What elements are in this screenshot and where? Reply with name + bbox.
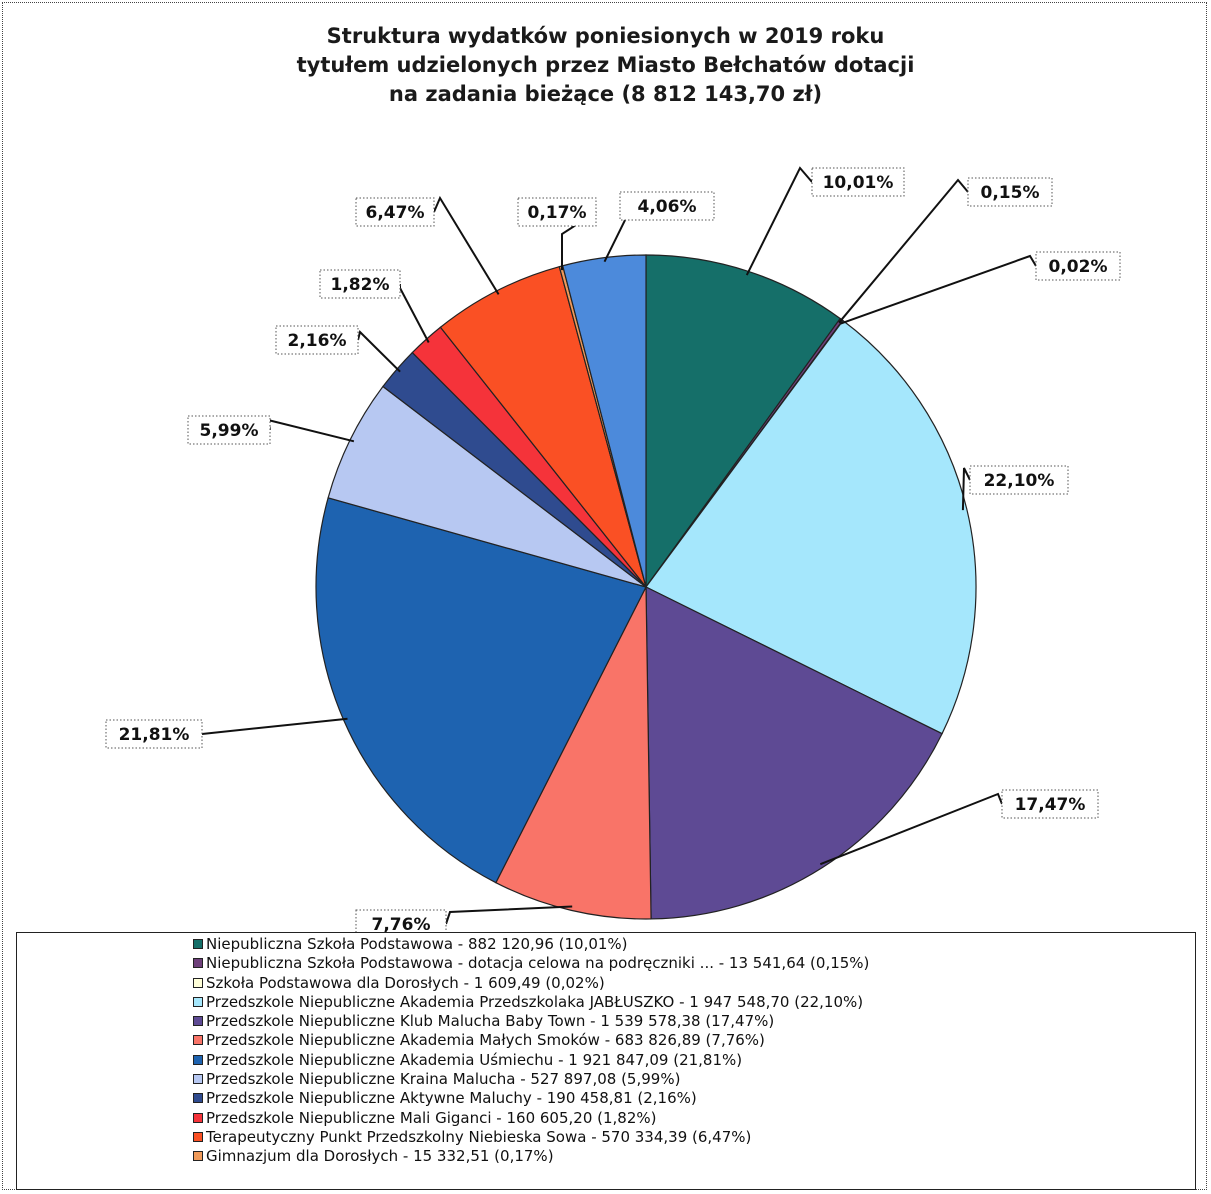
- legend-swatch: [193, 1093, 203, 1104]
- legend-swatch: [193, 1016, 203, 1027]
- legend-swatch: [193, 1131, 203, 1142]
- legend-item: Terapeutyczny Punkt Przedszkolny Niebies…: [193, 1128, 869, 1147]
- legend-swatch: [193, 996, 203, 1007]
- legend-item: Przedszkole Niepubliczne Aktywne Maluchy…: [193, 1089, 869, 1108]
- leader-line: [819, 792, 1003, 866]
- leader-line: [399, 284, 430, 343]
- legend-label: Szkoła Podstawowa dla Dorosłych - 1 609,…: [206, 973, 605, 992]
- legend-label: Przedszkole Niepubliczne Akademia Małych…: [206, 1031, 765, 1050]
- legend-item: Niepubliczna Szkoła Podstawowa - dotacja…: [193, 954, 869, 973]
- legend-item: Szkoła Podstawowa dla Dorosłych - 1 609,…: [193, 974, 869, 993]
- legend-label: Przedszkole Niepubliczne Kraina Malucha …: [206, 1070, 681, 1089]
- data-label: 22,10%: [984, 471, 1055, 491]
- leader-line: [266, 418, 355, 443]
- data-label-box: [969, 465, 1069, 495]
- data-label-box: [355, 197, 435, 227]
- chart-title-line-1: Struktura wydatków poniesionych w 2019 r…: [326, 24, 885, 48]
- legend-label: Niepubliczna Szkoła Podstawowa - 882 120…: [206, 935, 628, 953]
- legend-label: Niepubliczna Szkoła Podstawowa - dotacja…: [206, 954, 870, 973]
- pie-slices: [315, 254, 977, 920]
- legend: Niepubliczna Szkoła Podstawowa - 882 120…: [16, 932, 1196, 1190]
- legend-item: Gimnazjum dla Dorosłych - 15 332,51 (0,1…: [193, 1147, 869, 1166]
- legend-swatch: [193, 939, 203, 949]
- data-label: 21,81%: [119, 725, 190, 745]
- legend-item: Niepubliczna Szkoła Podstawowa - 882 120…: [193, 935, 869, 954]
- pie-slice: [495, 586, 652, 920]
- leader-line: [961, 467, 971, 511]
- leader-line: [840, 254, 1037, 325]
- data-label: 17,47%: [1015, 795, 1086, 815]
- data-label: 0,17%: [528, 203, 587, 223]
- pie-slice: [645, 319, 977, 735]
- legend-item: Przedszkole Niepubliczne Akademia Uśmiec…: [193, 1051, 869, 1070]
- data-label: 10,01%: [823, 173, 894, 193]
- data-label-box: [811, 167, 905, 197]
- data-label: 5,99%: [200, 421, 259, 441]
- data-label-box: [187, 415, 271, 445]
- leader-line: [838, 178, 969, 324]
- data-label: 0,15%: [981, 183, 1040, 203]
- data-label: 1,82%: [331, 275, 390, 295]
- legend-item: Przedszkole Niepubliczne Mali Giganci - …: [193, 1109, 869, 1128]
- data-label-box: [619, 191, 715, 221]
- pie-slice: [315, 497, 647, 884]
- leader-line: [745, 166, 813, 276]
- legend-label: Terapeutyczny Punkt Przedszkolny Niebies…: [206, 1127, 752, 1146]
- legend-label: Przedszkole Niepubliczne Akademia Uśmiec…: [206, 1050, 743, 1069]
- legend-swatch: [193, 1074, 203, 1085]
- chart-title-line-3: na zadania bieżące (8 812 143,70 zł): [388, 82, 823, 106]
- legend-item: Przedszkole Niepubliczne Klub Malucha Ba…: [193, 1012, 869, 1031]
- data-label-box: [1001, 789, 1099, 819]
- chart-title: Struktura wydatków poniesionych w 2019 r…: [0, 22, 1211, 109]
- legend-swatch: [193, 1035, 203, 1046]
- legend-swatch: [193, 958, 203, 969]
- data-labels: 10,01% 0,15% 0,02% 22,10% 17,47% 7,76% 21,81% 5…: [105, 167, 1121, 939]
- data-label: 4,06%: [638, 197, 697, 217]
- legend-swatch: [193, 977, 203, 988]
- leader-line: [445, 905, 573, 925]
- legend-label: Przedszkole Niepubliczne Aktywne Maluchy…: [206, 1089, 697, 1108]
- data-label-box: [1035, 251, 1121, 281]
- leader-line: [433, 195, 500, 295]
- legend-swatch: [193, 1112, 203, 1123]
- legend-item: Przedszkole Niepubliczne Akademia Małych…: [193, 1031, 869, 1050]
- legend-list: Niepubliczna Szkoła Podstawowa - 882 120…: [193, 935, 869, 1167]
- data-label: 7,76%: [372, 915, 431, 935]
- legend-swatch: [193, 1054, 203, 1065]
- leader-line: [357, 330, 401, 373]
- legend-label: Gimnazjum dla Dorosłych - 15 332,51 (0,1…: [206, 1147, 554, 1166]
- data-label: 2,16%: [288, 331, 347, 351]
- data-label-box: [275, 325, 359, 355]
- data-label-box: [517, 197, 597, 227]
- data-label: 0,02%: [1049, 257, 1108, 277]
- pie-slice: [645, 586, 943, 920]
- legend-label: Przedszkole Niepubliczne Akademia Przeds…: [206, 992, 864, 1011]
- data-label-box: [967, 177, 1053, 207]
- legend-label: Przedszkole Niepubliczne Mali Giganci - …: [206, 1108, 657, 1127]
- legend-item: Przedszkole Niepubliczne Akademia Przeds…: [193, 993, 869, 1012]
- legend-label: Przedszkole Niepubliczne Klub Malucha Ba…: [206, 1012, 775, 1031]
- data-label-box: [105, 719, 203, 749]
- data-label: 6,47%: [366, 203, 425, 223]
- data-label-box: [319, 269, 401, 299]
- legend-item: Przedszkole Niepubliczne Kraina Malucha …: [193, 1070, 869, 1089]
- chart-title-line-2: tytułem udzielonych przez Miasto Bełchat…: [296, 53, 915, 77]
- leader-line: [201, 717, 348, 735]
- legend-swatch: [193, 1151, 203, 1162]
